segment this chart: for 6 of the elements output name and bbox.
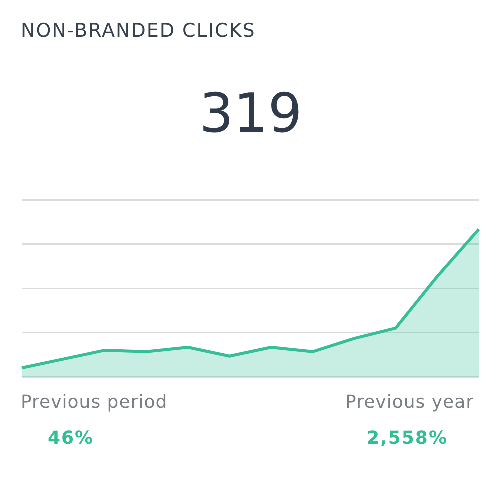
text: Previous period [21, 392, 168, 413]
text: 2,558% [367, 428, 448, 449]
text: Previous year [346, 392, 474, 413]
chart-title: NON-BRANDED CLICKS [21, 20, 256, 42]
text: 319 [198, 82, 304, 145]
text: 46% [48, 428, 94, 449]
